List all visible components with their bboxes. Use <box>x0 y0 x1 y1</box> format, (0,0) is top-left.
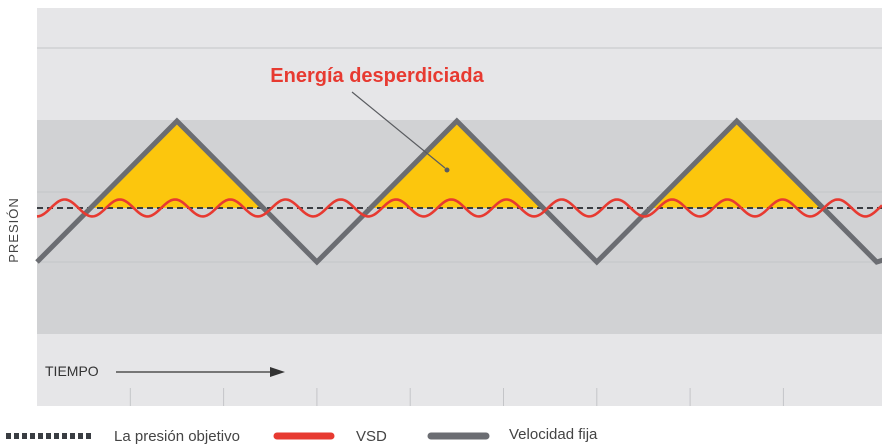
legend-target-label: La presión objetivo <box>114 428 240 445</box>
wasted-energy-area <box>90 121 264 208</box>
vsd-series <box>36 198 882 218</box>
fixed-speed-series <box>35 117 882 266</box>
annotation-label: Energía desperdiciada <box>270 65 484 87</box>
wasted-energy-area <box>650 121 824 208</box>
arrow-head-icon <box>270 367 285 377</box>
legend: La presión objetivo VSD Velocidad fija <box>6 426 598 445</box>
annotation-pointer <box>351 91 446 169</box>
x-ticks <box>129 388 784 406</box>
x-axis-label: TIEMPO <box>45 363 99 379</box>
wasted-energy-areas <box>90 121 824 208</box>
y-axis-label: PRESIÓN <box>6 197 21 263</box>
legend-fixed-label: Velocidad fija <box>509 426 598 443</box>
wasted-energy-area <box>370 121 544 208</box>
lower-band <box>37 334 882 406</box>
upper-band <box>37 8 882 120</box>
annotation-dot <box>444 167 450 173</box>
legend-vsd-label: VSD <box>356 428 387 445</box>
